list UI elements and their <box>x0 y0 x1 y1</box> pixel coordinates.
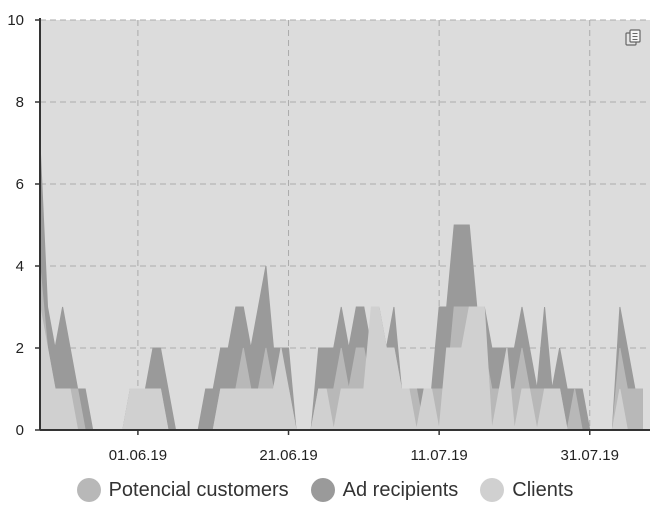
legend-swatch-ad-recipients <box>310 478 335 502</box>
x-tick-label-0: 01.06.19 <box>109 447 167 464</box>
chart-legend: Potencial customers Ad recipients Client… <box>0 470 650 510</box>
legend-label-clients: Clients <box>512 478 574 501</box>
copy-pages-icon[interactable] <box>625 29 641 46</box>
legend-item-clients[interactable]: Clients <box>480 478 573 502</box>
y-tick-label-8: 8 <box>16 94 24 111</box>
y-tick-label-2: 2 <box>16 340 24 357</box>
area-series-clients[interactable] <box>39 306 643 431</box>
legend-swatch-potencial-customers <box>76 478 101 502</box>
legend-item-potencial-customers[interactable]: Potencial customers <box>76 478 289 502</box>
x-tick-label-2: 11.07.19 <box>410 447 467 464</box>
legend-item-ad-recipients[interactable]: Ad recipients <box>310 478 459 502</box>
y-tick-label-6: 6 <box>16 176 24 193</box>
legend-label-potencial-customers: Potencial customers <box>108 478 289 501</box>
x-tick-label-1: 21.06.19 <box>259 447 317 464</box>
y-tick-label-0: 0 <box>16 422 24 439</box>
y-tick-label-4: 4 <box>16 258 24 275</box>
legend-label-ad-recipients: Ad recipients <box>342 478 459 501</box>
x-tick-label-3: 31.07.19 <box>561 447 619 464</box>
legend-swatch-clients <box>480 478 505 502</box>
y-tick-label-10: 10 <box>7 12 24 29</box>
